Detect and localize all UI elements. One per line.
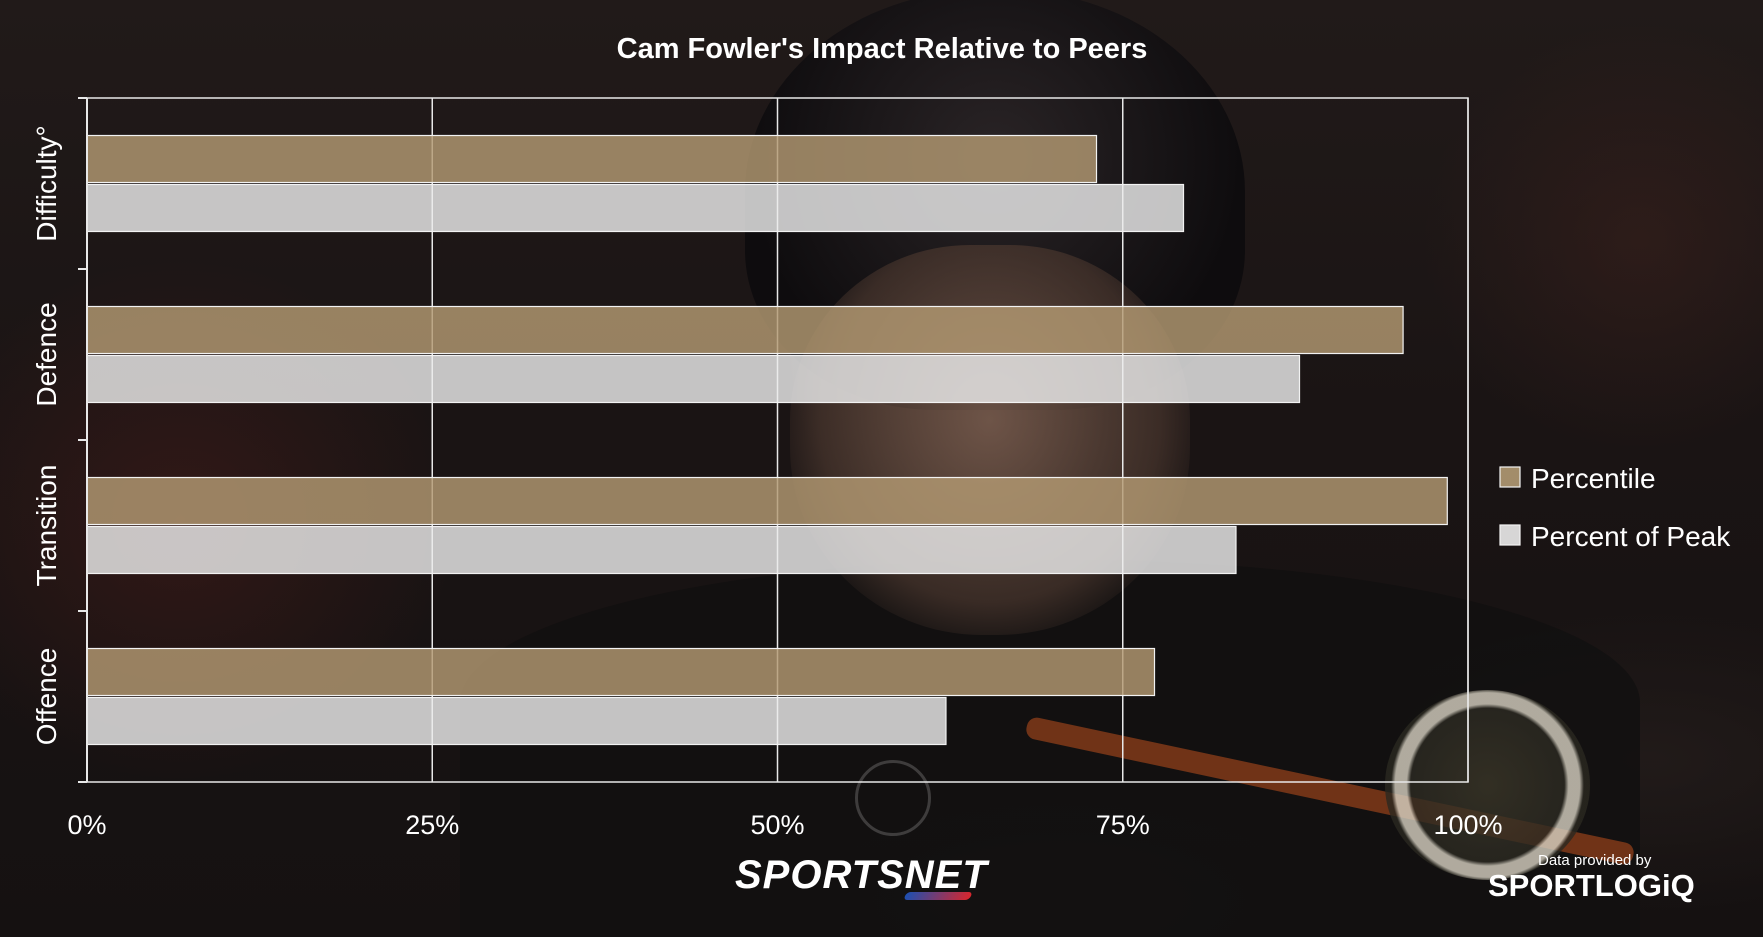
category-labels: Offence Transition Defence Difficulty° — [31, 125, 62, 745]
bar — [86, 305, 1404, 355]
sportlogiq-logo: SPORTLOGiQ — [1488, 868, 1695, 903]
bar — [86, 354, 1301, 404]
legend-label: Percentile — [1531, 463, 1656, 494]
x-tick-label: 75% — [1096, 810, 1150, 840]
data-provider-caption: Data provided by — [1538, 852, 1652, 869]
x-tick-label: 0% — [67, 810, 106, 840]
category-label: Difficulty° — [31, 125, 62, 241]
x-tick-labels: 0% 25% 50% 75% 100% — [67, 810, 1502, 840]
legend-swatch — [1499, 524, 1521, 546]
bar — [86, 134, 1098, 184]
bar — [86, 647, 1156, 697]
sportsnet-logo: SPORTSNET — [735, 853, 988, 897]
bar — [86, 525, 1237, 575]
x-tick-label: 100% — [1433, 810, 1502, 840]
category-label: Defence — [31, 302, 62, 406]
legend: Percentile Percent of Peak — [1499, 463, 1731, 552]
legend-swatch — [1499, 466, 1521, 488]
bar — [86, 696, 947, 746]
category-label: Transition — [31, 465, 62, 587]
x-tick-label: 25% — [405, 810, 459, 840]
axes — [78, 97, 88, 783]
chart-title: Cam Fowler's Impact Relative to Peers — [617, 33, 1148, 65]
legend-label: Percent of Peak — [1531, 521, 1731, 552]
bars — [86, 134, 1448, 746]
bar — [86, 476, 1448, 526]
category-label: Offence — [31, 648, 62, 746]
bar — [86, 183, 1185, 233]
sportsnet-swoosh-icon — [903, 892, 973, 900]
x-tick-label: 50% — [750, 810, 804, 840]
